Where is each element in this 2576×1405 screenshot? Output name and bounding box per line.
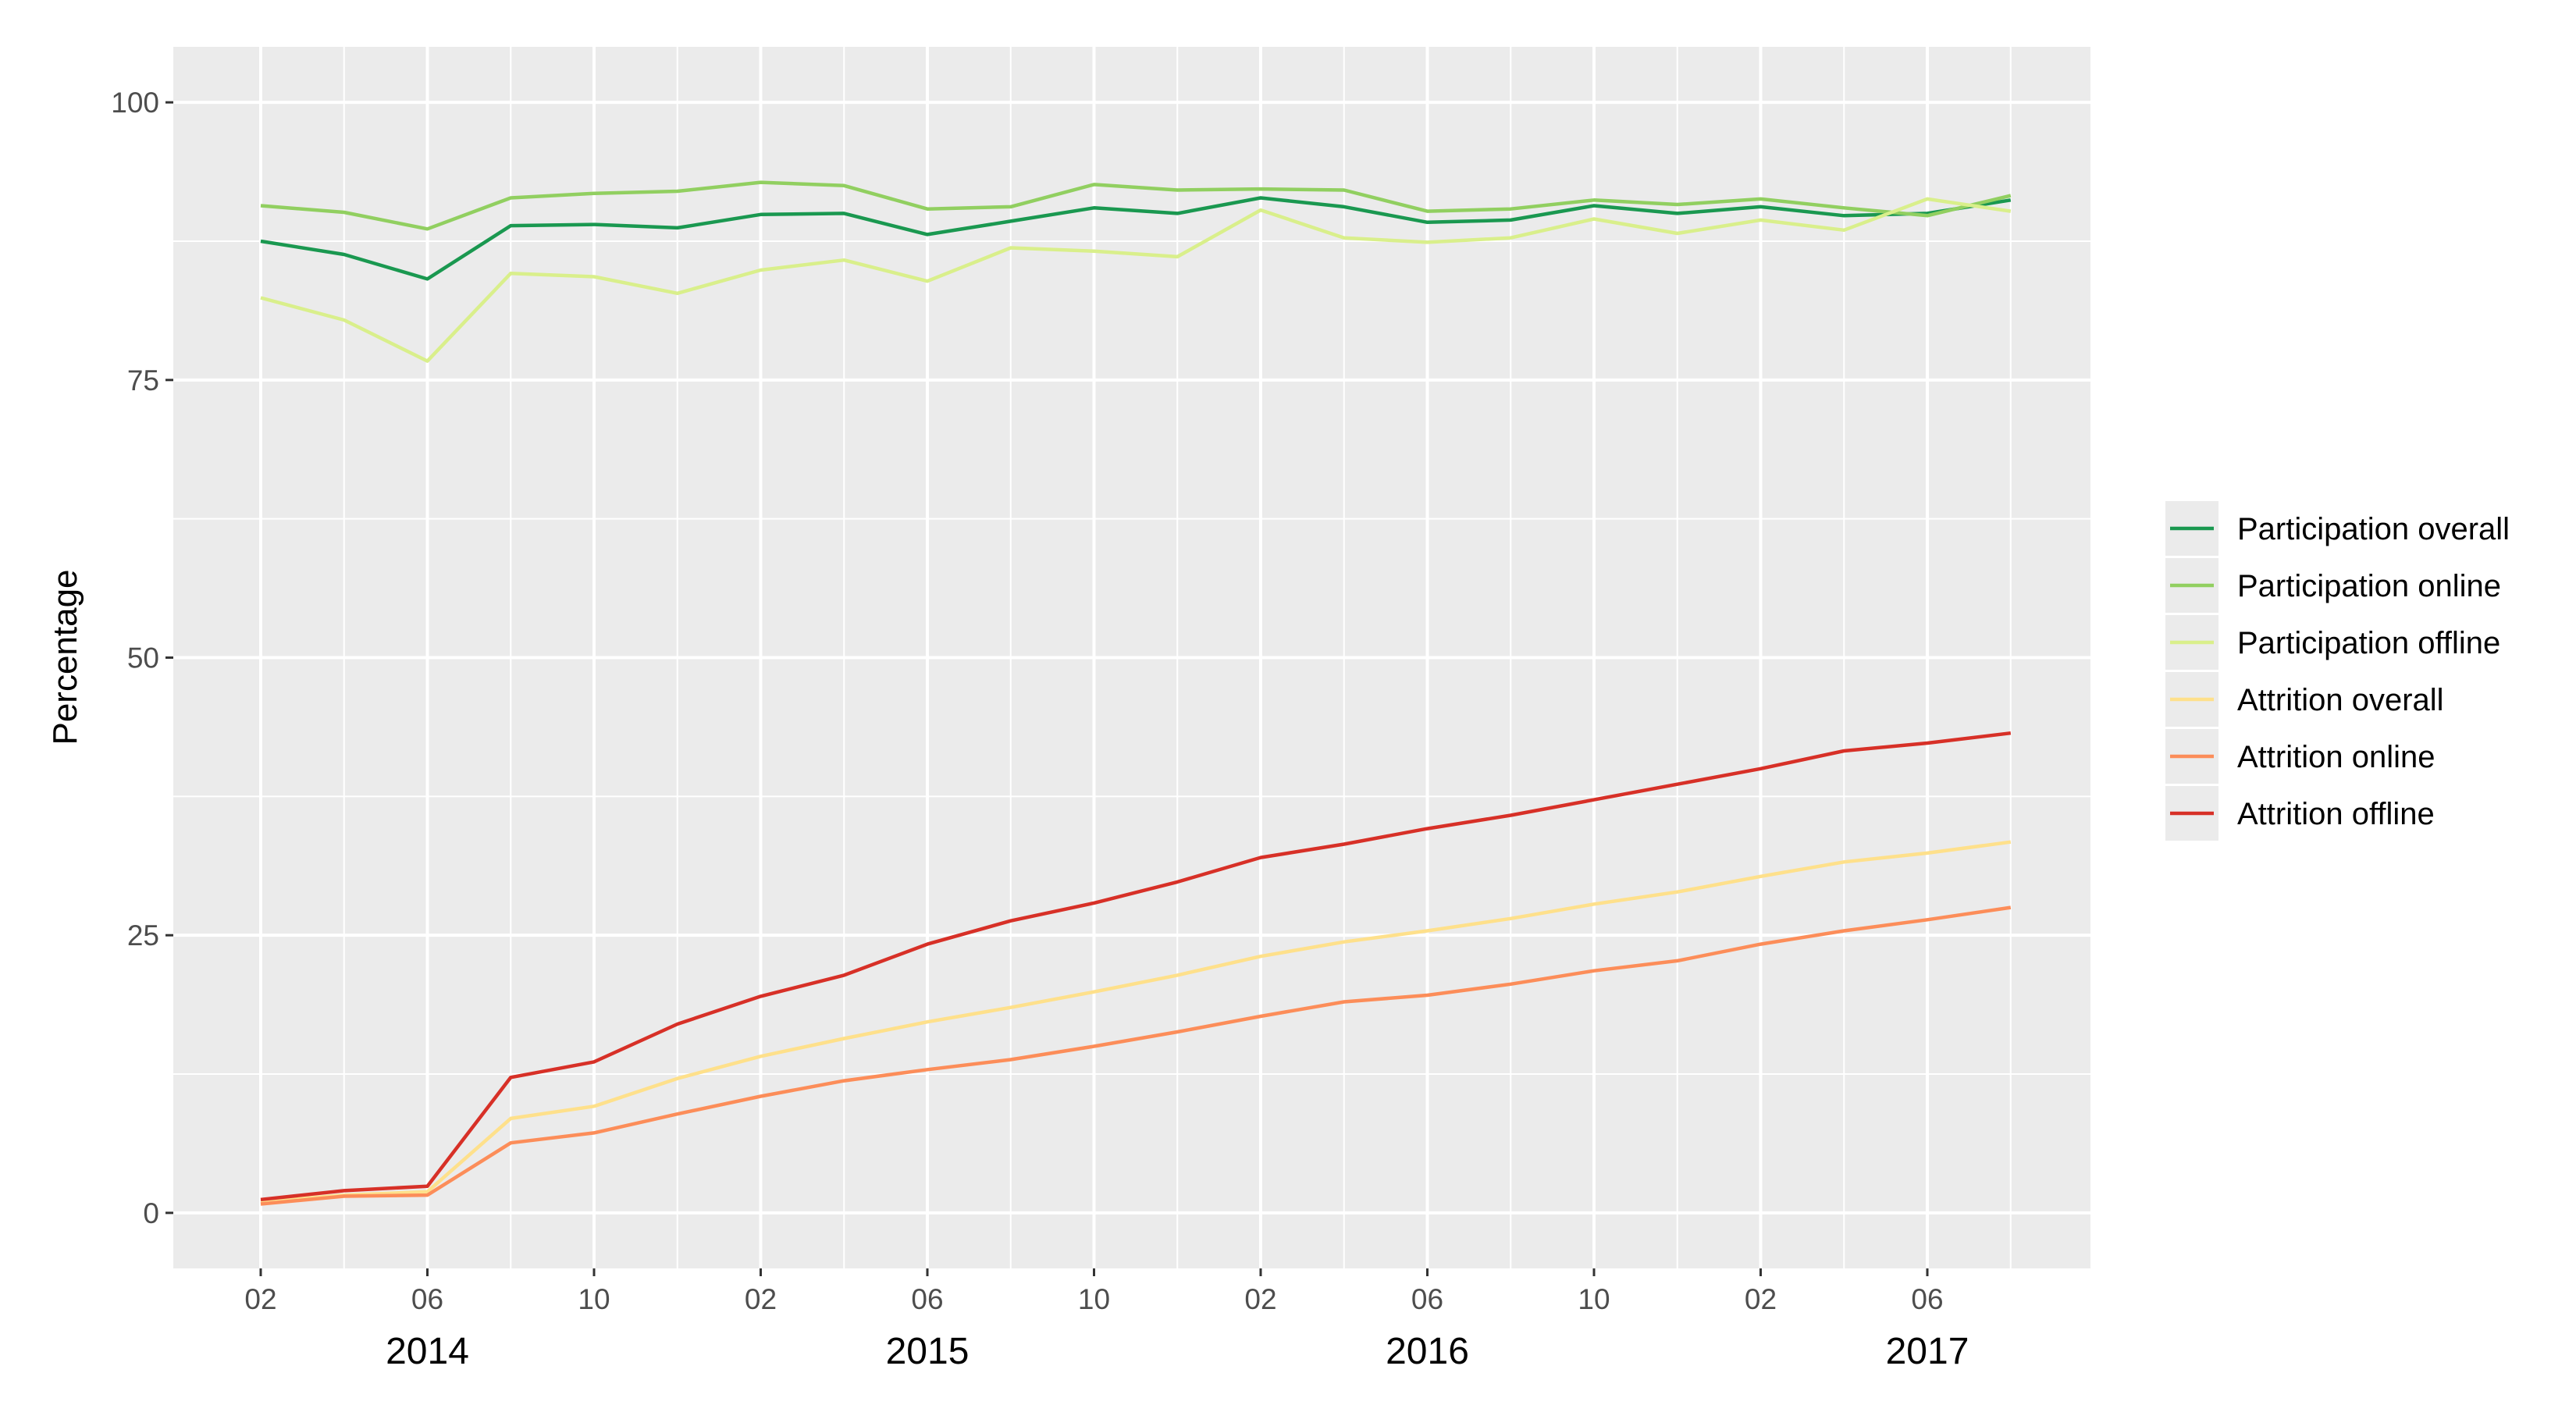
- x-year-label: 2017: [1886, 1331, 1969, 1372]
- legend: Participation overall Participation onlin…: [2165, 501, 2510, 841]
- major-gridlines: [173, 47, 2090, 1268]
- x-year-label: 2014: [386, 1331, 469, 1372]
- x-tick-label: 06: [911, 1283, 943, 1315]
- x-tick-label: 06: [411, 1283, 443, 1315]
- series-line-3: [260, 197, 2012, 363]
- legend-label: Participation overall: [2237, 512, 2510, 546]
- x-year-label: 2015: [886, 1331, 970, 1372]
- x-tick-label: 02: [1745, 1283, 1777, 1315]
- legend-item: Attrition overall: [2165, 672, 2444, 727]
- legend-label: Attrition offline: [2237, 797, 2435, 831]
- legend-item: Participation offline: [2165, 615, 2500, 670]
- x-tick-label: 06: [1911, 1283, 1943, 1315]
- x-tick-label: 02: [745, 1283, 777, 1315]
- series-line-2: [260, 180, 2012, 231]
- legend-label: Participation offline: [2237, 626, 2500, 660]
- y-tick-label: 50: [127, 642, 159, 674]
- x-tick-label: 10: [578, 1283, 610, 1315]
- y-axis-title: Percentage: [46, 569, 84, 745]
- legend-label: Attrition overall: [2237, 683, 2444, 717]
- x-year-label: 2016: [1386, 1331, 1469, 1372]
- x-axis: 02 06 10 02 06 10 02 06 10 02 06 2014 2015 2016 2017: [244, 1268, 1969, 1372]
- series-line-4: [260, 840, 2012, 1204]
- legend-label: Participation online: [2237, 569, 2501, 603]
- y-tick-label: 75: [127, 365, 159, 397]
- legend-item: Participation overall: [2165, 501, 2510, 556]
- y-tick-label: 0: [143, 1197, 159, 1229]
- legend-label: Attrition online: [2237, 740, 2435, 774]
- y-axis: 0 25 50 75 100: [111, 87, 173, 1229]
- series-lines: [260, 180, 2012, 1206]
- legend-item: Attrition online: [2165, 729, 2435, 784]
- series-line-6: [260, 731, 2012, 1202]
- series-line-1: [260, 196, 2012, 281]
- x-tick-label: 06: [1411, 1283, 1443, 1315]
- x-tick-label: 10: [1078, 1283, 1110, 1315]
- y-tick-label: 100: [111, 87, 159, 119]
- legend-item: Attrition offline: [2165, 786, 2435, 841]
- legend-item: Participation online: [2165, 558, 2501, 613]
- x-tick-label: 02: [1244, 1283, 1276, 1315]
- x-tick-label: 02: [244, 1283, 276, 1315]
- y-tick-label: 25: [127, 919, 159, 951]
- x-tick-label: 10: [1578, 1283, 1610, 1315]
- series-line-5: [260, 905, 2012, 1206]
